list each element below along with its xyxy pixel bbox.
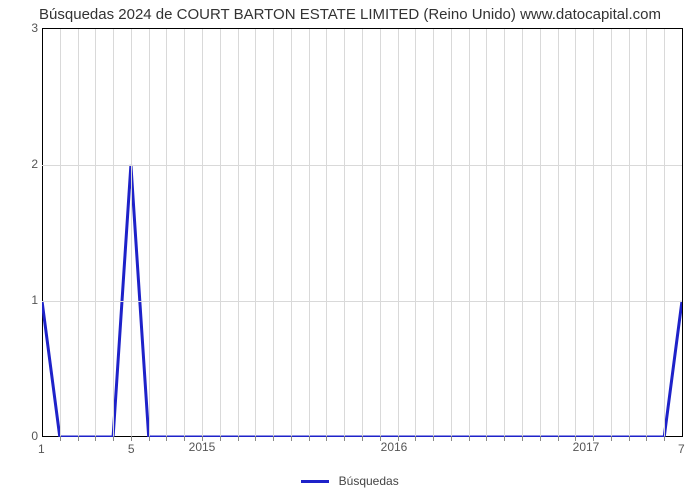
x-tick <box>504 436 505 441</box>
gridline-v <box>646 29 647 437</box>
x-tick <box>273 436 274 441</box>
gridline-v <box>504 29 505 437</box>
x-tick-label: 2015 <box>189 440 216 454</box>
x-tick <box>95 436 96 441</box>
gridline-v <box>184 29 185 437</box>
chart-container: Búsquedas 2024 de COURT BARTON ESTATE LI… <box>0 0 700 500</box>
gridline-v <box>309 29 310 437</box>
gridline-v <box>433 29 434 437</box>
gridline-v <box>273 29 274 437</box>
gridline-v <box>558 29 559 437</box>
x-tick <box>255 436 256 441</box>
gridline-v <box>60 29 61 437</box>
corner-bottom-right: 7 <box>678 442 685 456</box>
gridline-v <box>238 29 239 437</box>
gridline-v <box>380 29 381 437</box>
x-tick <box>113 436 114 441</box>
chart-title: Búsquedas 2024 de COURT BARTON ESTATE LI… <box>0 6 700 23</box>
gridline-v <box>166 29 167 437</box>
x-tick <box>629 436 630 441</box>
x-tick <box>362 436 363 441</box>
x-tick <box>131 436 132 441</box>
gridline-v <box>469 29 470 437</box>
x-tick <box>78 436 79 441</box>
gridline-v <box>611 29 612 437</box>
x-tick <box>309 436 310 441</box>
x-tick-label: 2016 <box>381 440 408 454</box>
gridline-v <box>131 29 132 437</box>
x-tick-label: 2017 <box>573 440 600 454</box>
x-tick <box>433 436 434 441</box>
gridline-v <box>78 29 79 437</box>
gridline-v <box>291 29 292 437</box>
gridline-v <box>255 29 256 437</box>
x-tick <box>149 436 150 441</box>
gridline-v <box>202 29 203 437</box>
legend-label: Búsquedas <box>339 474 399 488</box>
legend-swatch <box>301 480 329 483</box>
gridline-v <box>664 29 665 437</box>
x-tick <box>486 436 487 441</box>
gridline-v <box>575 29 576 437</box>
x-tick <box>664 436 665 441</box>
x-tick <box>220 436 221 441</box>
corner-bottom-left: 1 <box>38 442 45 456</box>
x-tick <box>291 436 292 441</box>
x-tick <box>646 436 647 441</box>
x-tick <box>469 436 470 441</box>
x-tick <box>60 436 61 441</box>
x-tick <box>238 436 239 441</box>
x-tick <box>451 436 452 441</box>
x-tick <box>611 436 612 441</box>
y-tick-label: 1 <box>31 293 38 307</box>
gridline-v <box>451 29 452 437</box>
gridline-v <box>344 29 345 437</box>
gridline-v <box>398 29 399 437</box>
gridline-v <box>149 29 150 437</box>
x-tick <box>166 436 167 441</box>
x-tick <box>540 436 541 441</box>
gridline-v <box>593 29 594 437</box>
gridline-v <box>95 29 96 437</box>
x-tick <box>415 436 416 441</box>
gridline-v <box>220 29 221 437</box>
corner-bottom-left-2: 5 <box>128 442 135 456</box>
legend: Búsquedas <box>0 474 700 488</box>
y-tick-label: 2 <box>31 157 38 171</box>
x-tick <box>522 436 523 441</box>
gridline-v <box>113 29 114 437</box>
x-tick <box>558 436 559 441</box>
gridline-v <box>415 29 416 437</box>
gridline-v <box>540 29 541 437</box>
plot-area <box>42 28 683 437</box>
gridline-v <box>629 29 630 437</box>
x-tick <box>184 436 185 441</box>
y-tick-label: 0 <box>31 429 38 443</box>
gridline-v <box>522 29 523 437</box>
gridline-v <box>326 29 327 437</box>
x-tick <box>344 436 345 441</box>
gridline-v <box>362 29 363 437</box>
x-tick <box>326 436 327 441</box>
y-tick-label: 3 <box>31 21 38 35</box>
gridline-v <box>486 29 487 437</box>
